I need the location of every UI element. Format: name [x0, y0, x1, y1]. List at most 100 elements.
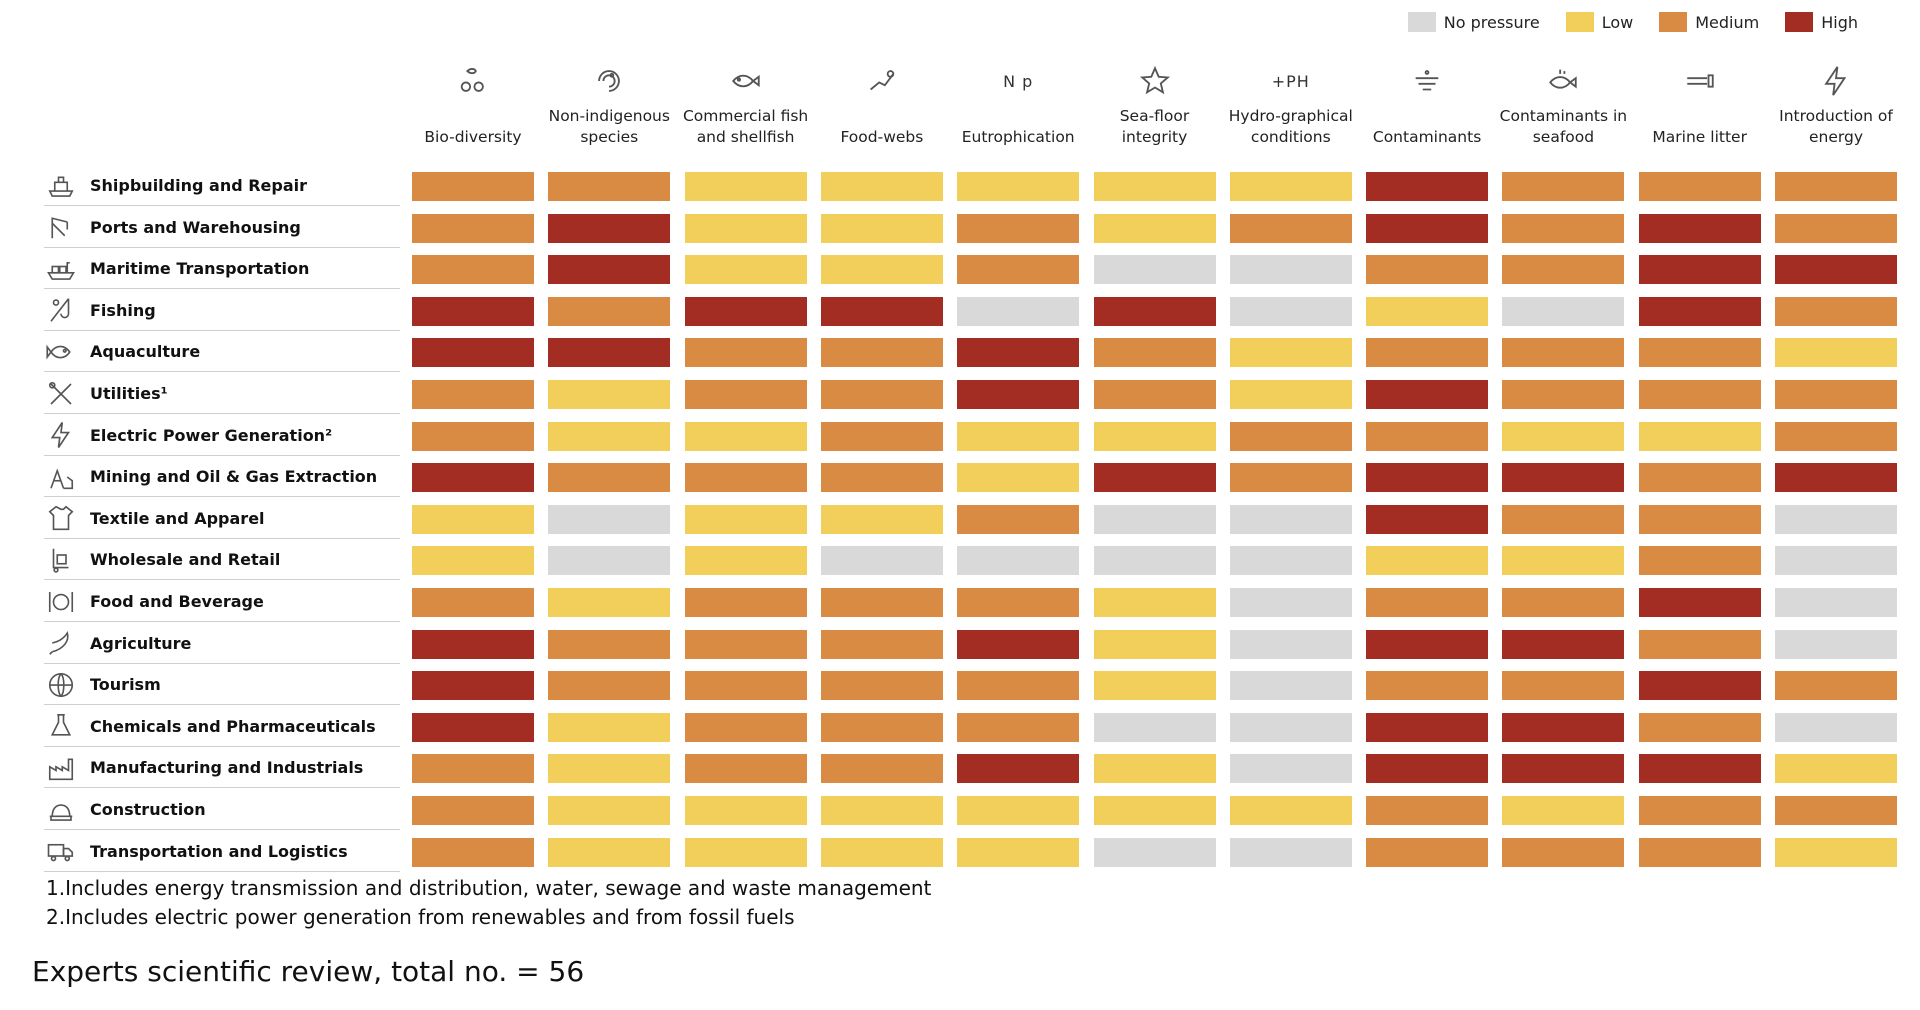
heatmap-cell: [412, 421, 534, 451]
column-label: Contaminants in seafood: [1499, 107, 1628, 146]
heatmap-cell: [820, 588, 943, 617]
column-label: Food-webs: [840, 128, 924, 146]
legend-swatch: [1785, 12, 1814, 32]
heatmap-cell: [548, 504, 671, 534]
heatmap-cell: [1502, 213, 1625, 243]
heatmap-cell: [684, 213, 807, 243]
row-label: Shipbuilding and Repair: [44, 166, 400, 206]
heatmap-cell: [820, 380, 943, 409]
heatmap-cell: [957, 296, 1080, 326]
row-label: Fishing: [44, 291, 400, 331]
heatmap-cell: [1638, 463, 1761, 493]
heatmap-cell: [1229, 213, 1352, 243]
heatmap-cell: [1775, 213, 1897, 243]
heatmap-cell: [548, 380, 671, 409]
icon-text: +PH: [1271, 71, 1310, 91]
heatmap-cell: [1229, 546, 1352, 576]
heatmap-cell: [1502, 588, 1625, 617]
heatmap-cell: [820, 837, 943, 867]
heatmap-cell: [820, 712, 943, 742]
row-label: Transportation and Logistics: [44, 832, 400, 872]
heatmap-cell: [548, 172, 671, 201]
heatmap-cell: [412, 754, 534, 784]
heatmap-cell: [1229, 463, 1352, 493]
ph-icon: +PH: [1272, 58, 1310, 104]
heatmap-cell: [1093, 588, 1216, 617]
heatmap-cell: [548, 213, 671, 243]
column-header: Sea-floor integrity: [1086, 58, 1224, 150]
heatmap-cell: [1366, 255, 1489, 285]
helmet-icon: [44, 793, 78, 827]
heatmap-cell: [957, 546, 1080, 576]
heatmap-cell: [1775, 338, 1897, 368]
heatmap-cell: [1229, 629, 1352, 659]
flask-icon: [44, 709, 78, 743]
heatmap-cell: [1366, 629, 1489, 659]
heatmap-cell: [548, 255, 671, 285]
heatmap-cell: [1366, 754, 1489, 784]
heatmap-cell: [684, 754, 807, 784]
column-header: Non-indigenous species: [540, 58, 678, 150]
heatmap-cell: [1638, 338, 1761, 368]
plate-icon: [44, 585, 78, 619]
heatmap-cell: [1638, 255, 1761, 285]
heatmap-cell: [820, 504, 943, 534]
row-label-text: Agriculture: [90, 633, 192, 653]
heatmap-cell: [1366, 380, 1489, 409]
heatmap-cell: [957, 338, 1080, 368]
heatmap-cell: [1366, 796, 1489, 825]
heatmap-cell: [1502, 296, 1625, 326]
heatmap-cell: [1638, 172, 1761, 201]
heatmap-cell: [412, 296, 534, 326]
heatmap-cell: [1366, 296, 1489, 326]
row-label-text: Wholesale and Retail: [90, 550, 281, 570]
heatmap-cell: [1093, 629, 1216, 659]
heatmap-cell: [1229, 421, 1352, 451]
column-header: +PH Hydro-graphical conditions: [1222, 58, 1360, 150]
heatmap-cell: [957, 671, 1080, 701]
heatmap-cell: [1502, 172, 1625, 201]
row-label-text: Fishing: [90, 300, 156, 320]
lightning-icon: [44, 418, 78, 452]
heatmap-cell: [1093, 546, 1216, 576]
heatmap-cell: [1229, 588, 1352, 617]
truck-icon: [44, 834, 78, 868]
heatmap-cell: [1638, 671, 1761, 701]
heatmap-cell: [548, 754, 671, 784]
row-label: Textile and Apparel: [44, 499, 400, 539]
column-header: Introduction of energy: [1767, 58, 1905, 150]
heatmap-cell: [1638, 296, 1761, 326]
heatmap-cell: [1093, 213, 1216, 243]
heatmap-cell: [548, 463, 671, 493]
fish-icon: [729, 58, 763, 104]
heatmap-cell: [1638, 837, 1761, 867]
heatmap-cell: [1502, 837, 1625, 867]
heatmap-cell: [684, 712, 807, 742]
heatmap-cell: [412, 671, 534, 701]
heatmap-cell: [1229, 504, 1352, 534]
heatmap-cell: [1775, 421, 1897, 451]
heatmap-cell: [957, 504, 1080, 534]
heatmap-cell: [1093, 837, 1216, 867]
heatmap-cell: [1093, 421, 1216, 451]
heatmap-cell: [1366, 421, 1489, 451]
heatmap-cell: [1502, 796, 1625, 825]
heatmap-cell: [684, 255, 807, 285]
heatmap-cell: [684, 463, 807, 493]
column-header: Contaminants in seafood: [1494, 58, 1632, 150]
heatmap-cell: [1502, 255, 1625, 285]
legend-label: Medium: [1695, 12, 1760, 32]
row-label: Food and Beverage: [44, 582, 400, 622]
column-label: Introduction of energy: [1779, 107, 1893, 146]
heatmap-cell: [1775, 172, 1897, 201]
icon-text: N p: [1003, 71, 1034, 91]
heatmap-cell: [1093, 380, 1216, 409]
heatmap-cell: [957, 213, 1080, 243]
shrimp-icon: [592, 58, 626, 104]
heatmap-cell: [820, 213, 943, 243]
legend-swatch: [1565, 12, 1594, 32]
heatmap-cell: [412, 712, 534, 742]
heatmap-cell: [412, 546, 534, 576]
heatmap-cell: [1093, 338, 1216, 368]
row-label: Aquaculture: [44, 332, 400, 373]
